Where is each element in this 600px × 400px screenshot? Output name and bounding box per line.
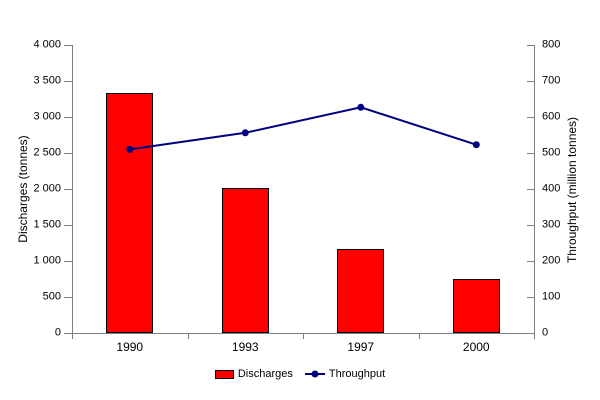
y-tick-left-500 (64, 297, 72, 298)
y-tick-label-left-4000: 4 000 (33, 38, 61, 51)
legend-throughput-marker-icon (311, 370, 319, 378)
y-tick-left-2500 (64, 153, 72, 154)
y-axis-left (72, 45, 73, 334)
x-tick-3 (419, 334, 420, 339)
x-tick-1 (188, 334, 189, 339)
y-tick-label-left-500: 500 (42, 290, 61, 303)
y-tick-label-left-1500: 1 500 (33, 218, 61, 231)
legend-throughput-swatch-icon (304, 370, 325, 378)
y-tick-right-700 (527, 81, 535, 82)
y-tick-label-right-300: 300 (542, 218, 561, 231)
x-tick-4 (534, 334, 535, 339)
y-tick-label-left-2500: 2 500 (33, 146, 61, 159)
legend-throughput-label: Throughput (328, 367, 386, 380)
bar-1993 (221, 188, 269, 333)
y-tick-right-600 (527, 117, 535, 118)
x-tick-0 (72, 334, 73, 339)
x-tick-label-1997: 1997 (347, 340, 375, 354)
y-tick-label-left-3000: 3 000 (33, 110, 61, 123)
bar-2000 (452, 279, 500, 333)
y-tick-right-0 (527, 333, 535, 334)
throughput-line (129, 106, 477, 151)
legend-discharges-swatch-icon (214, 369, 234, 379)
y-tick-right-400 (527, 189, 535, 190)
throughput-marker-1993 (241, 129, 249, 137)
y-tick-label-left-1000: 1 000 (33, 254, 61, 267)
y-tick-right-100 (527, 297, 535, 298)
y-tick-label-right-500: 500 (542, 146, 561, 159)
y-tick-left-2000 (64, 189, 72, 190)
throughput-marker-2000 (472, 141, 480, 149)
y-tick-label-right-200: 200 (542, 254, 561, 267)
bar-1990 (106, 92, 154, 333)
y-tick-right-300 (527, 225, 535, 226)
x-tick-label-1990: 1990 (116, 340, 144, 354)
legend-discharges-label: Discharges (237, 367, 293, 380)
x-tick-label-1993: 1993 (231, 340, 259, 354)
y-tick-left-4000 (64, 45, 72, 46)
y-tick-label-right-600: 600 (542, 110, 561, 123)
y-tick-left-0 (64, 333, 72, 334)
throughput-marker-1997 (357, 103, 365, 111)
y-tick-right-500 (527, 153, 535, 154)
y-tick-label-left-0: 0 (54, 326, 61, 339)
y-tick-label-right-800: 800 (542, 38, 561, 51)
y-tick-right-800 (527, 45, 535, 46)
y-tick-label-right-400: 400 (542, 182, 561, 195)
y-tick-label-right-700: 700 (542, 74, 561, 87)
y-tick-left-1500 (64, 225, 72, 226)
y-tick-label-right-100: 100 (542, 290, 561, 303)
x-axis (72, 333, 535, 334)
legend: Discharges Throughput (0, 366, 600, 382)
x-tick-2 (303, 334, 304, 339)
y-tick-label-left-3500: 3 500 (33, 74, 61, 87)
y-tick-label-left-2000: 2 000 (33, 182, 61, 195)
x-tick-label-2000: 2000 (462, 340, 490, 354)
bar-1997 (337, 249, 385, 333)
y-tick-right-200 (527, 261, 535, 262)
y-tick-left-1000 (64, 261, 72, 262)
y-tick-left-3000 (64, 117, 72, 118)
y-tick-left-3500 (64, 81, 72, 82)
y-tick-label-right-0: 0 (542, 326, 549, 339)
